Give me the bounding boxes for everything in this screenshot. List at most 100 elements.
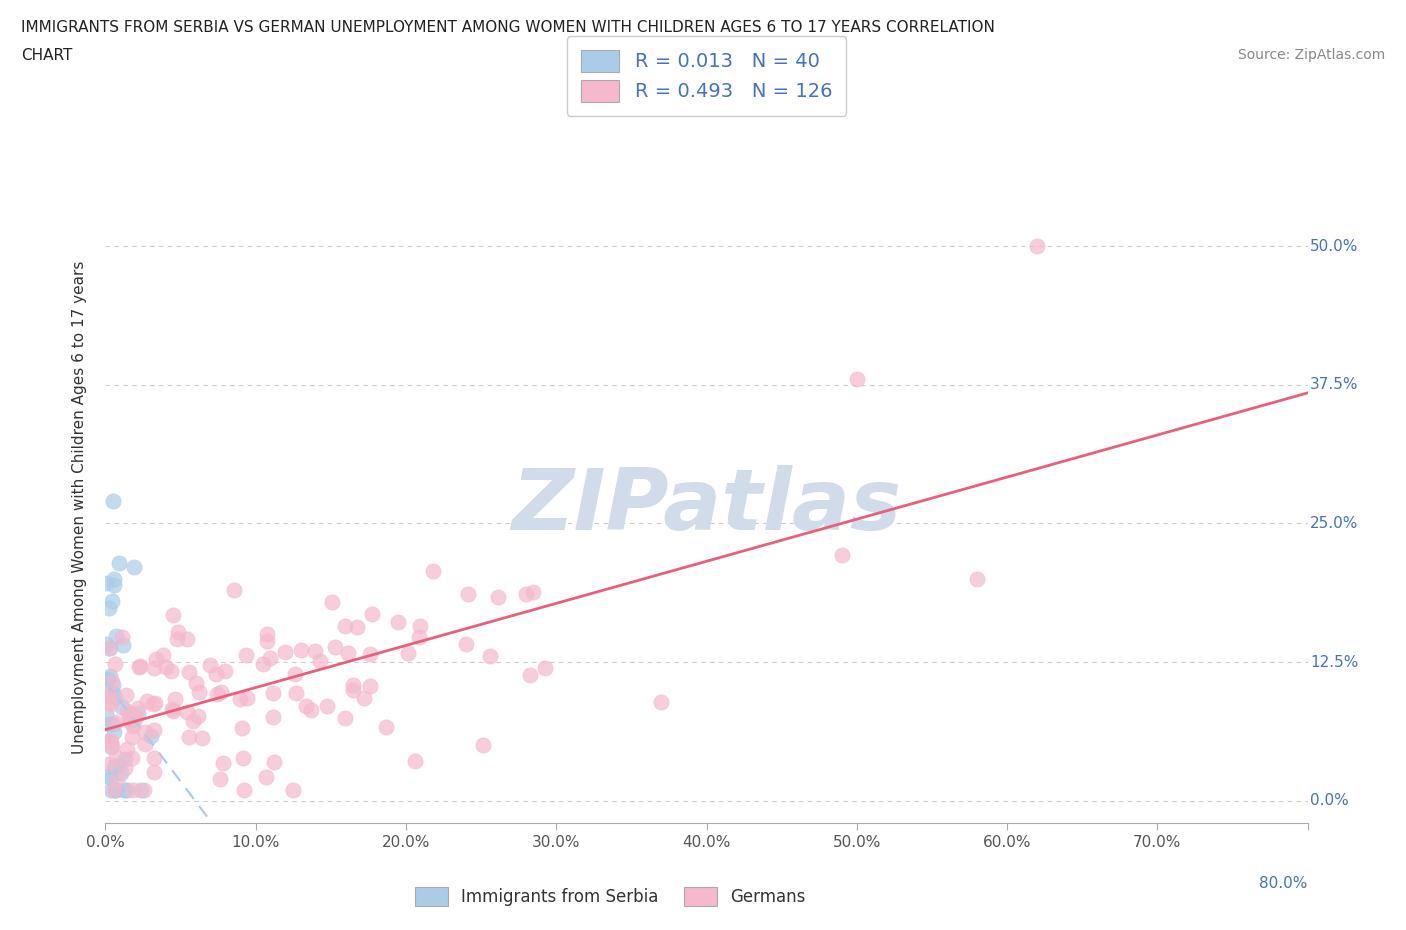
Point <box>132 782 155 797</box>
Point <box>103 571 125 586</box>
Point <box>128 659 150 674</box>
Point <box>115 688 138 703</box>
Point <box>104 689 127 704</box>
Point <box>104 714 127 729</box>
Point <box>285 685 308 700</box>
Point <box>131 782 153 797</box>
Point <box>105 629 128 644</box>
Point <box>160 664 183 679</box>
Text: Source: ZipAtlas.com: Source: ZipAtlas.com <box>1237 48 1385 62</box>
Point <box>97 696 120 711</box>
Point <box>97 671 120 686</box>
Point <box>262 710 284 724</box>
Point <box>101 593 124 608</box>
Point <box>163 691 186 706</box>
Point <box>274 644 297 659</box>
Point <box>127 706 149 721</box>
Point <box>486 590 509 604</box>
Point <box>127 701 149 716</box>
Point <box>142 697 165 711</box>
Point <box>115 704 138 719</box>
Point <box>187 685 209 700</box>
Text: 50.0%: 50.0% <box>1310 239 1358 254</box>
Point <box>104 782 127 797</box>
Point <box>124 710 146 724</box>
Point <box>143 660 166 675</box>
Point <box>100 770 122 785</box>
Point <box>845 372 868 387</box>
Point <box>408 630 430 644</box>
Point <box>374 720 396 735</box>
Point <box>96 637 118 652</box>
Point <box>103 578 125 592</box>
Point <box>179 664 201 679</box>
Point <box>333 711 356 725</box>
Point <box>359 679 381 694</box>
Point <box>457 587 479 602</box>
Point <box>145 652 167 667</box>
Point <box>533 661 555 676</box>
Point <box>309 654 332 669</box>
Point <box>333 618 356 633</box>
Point <box>290 643 312 658</box>
Point <box>103 725 125 740</box>
Point <box>129 658 152 673</box>
Point <box>97 601 120 616</box>
Point <box>295 698 318 713</box>
Point <box>316 698 339 713</box>
Point <box>100 782 122 797</box>
Point <box>118 712 141 727</box>
Text: 0.0%: 0.0% <box>1310 793 1348 808</box>
Legend: Immigrants from Serbia, Germans: Immigrants from Serbia, Germans <box>408 880 813 912</box>
Point <box>256 633 278 648</box>
Point <box>112 637 135 652</box>
Point <box>136 694 159 709</box>
Point <box>100 734 122 749</box>
Point <box>97 684 120 699</box>
Point <box>176 631 198 646</box>
Point <box>519 668 541 683</box>
Point <box>209 684 232 699</box>
Point <box>515 587 537 602</box>
Y-axis label: Unemployment Among Women with Children Ages 6 to 17 years: Unemployment Among Women with Children A… <box>72 260 87 753</box>
Point <box>98 641 121 656</box>
Point <box>304 644 326 658</box>
Point <box>110 766 132 781</box>
Point <box>100 697 122 711</box>
Point <box>353 690 375 705</box>
Point <box>205 667 228 682</box>
Point <box>299 703 322 718</box>
Point <box>162 608 184 623</box>
Point <box>342 683 364 698</box>
Point <box>167 624 190 639</box>
Text: 12.5%: 12.5% <box>1310 655 1358 670</box>
Point <box>118 712 141 727</box>
Point <box>166 632 188 647</box>
Point <box>211 756 233 771</box>
Point <box>323 639 346 654</box>
Point <box>281 782 304 797</box>
Point <box>208 772 231 787</box>
Text: CHART: CHART <box>21 48 73 63</box>
Point <box>121 729 143 744</box>
Point <box>187 709 209 724</box>
Point <box>143 696 166 711</box>
Text: ZIPatlas: ZIPatlas <box>512 465 901 549</box>
Point <box>111 699 134 714</box>
Point <box>256 627 278 642</box>
Point <box>101 494 124 509</box>
Point <box>235 647 257 662</box>
Point <box>181 714 204 729</box>
Point <box>409 618 432 633</box>
Point <box>176 704 198 719</box>
Point <box>214 663 236 678</box>
Point <box>100 739 122 754</box>
Point <box>471 737 494 752</box>
Point <box>252 657 274 671</box>
Point <box>228 691 250 706</box>
Point <box>254 769 277 784</box>
Point <box>98 716 121 731</box>
Point <box>96 734 118 749</box>
Point <box>124 709 146 724</box>
Point <box>97 689 120 704</box>
